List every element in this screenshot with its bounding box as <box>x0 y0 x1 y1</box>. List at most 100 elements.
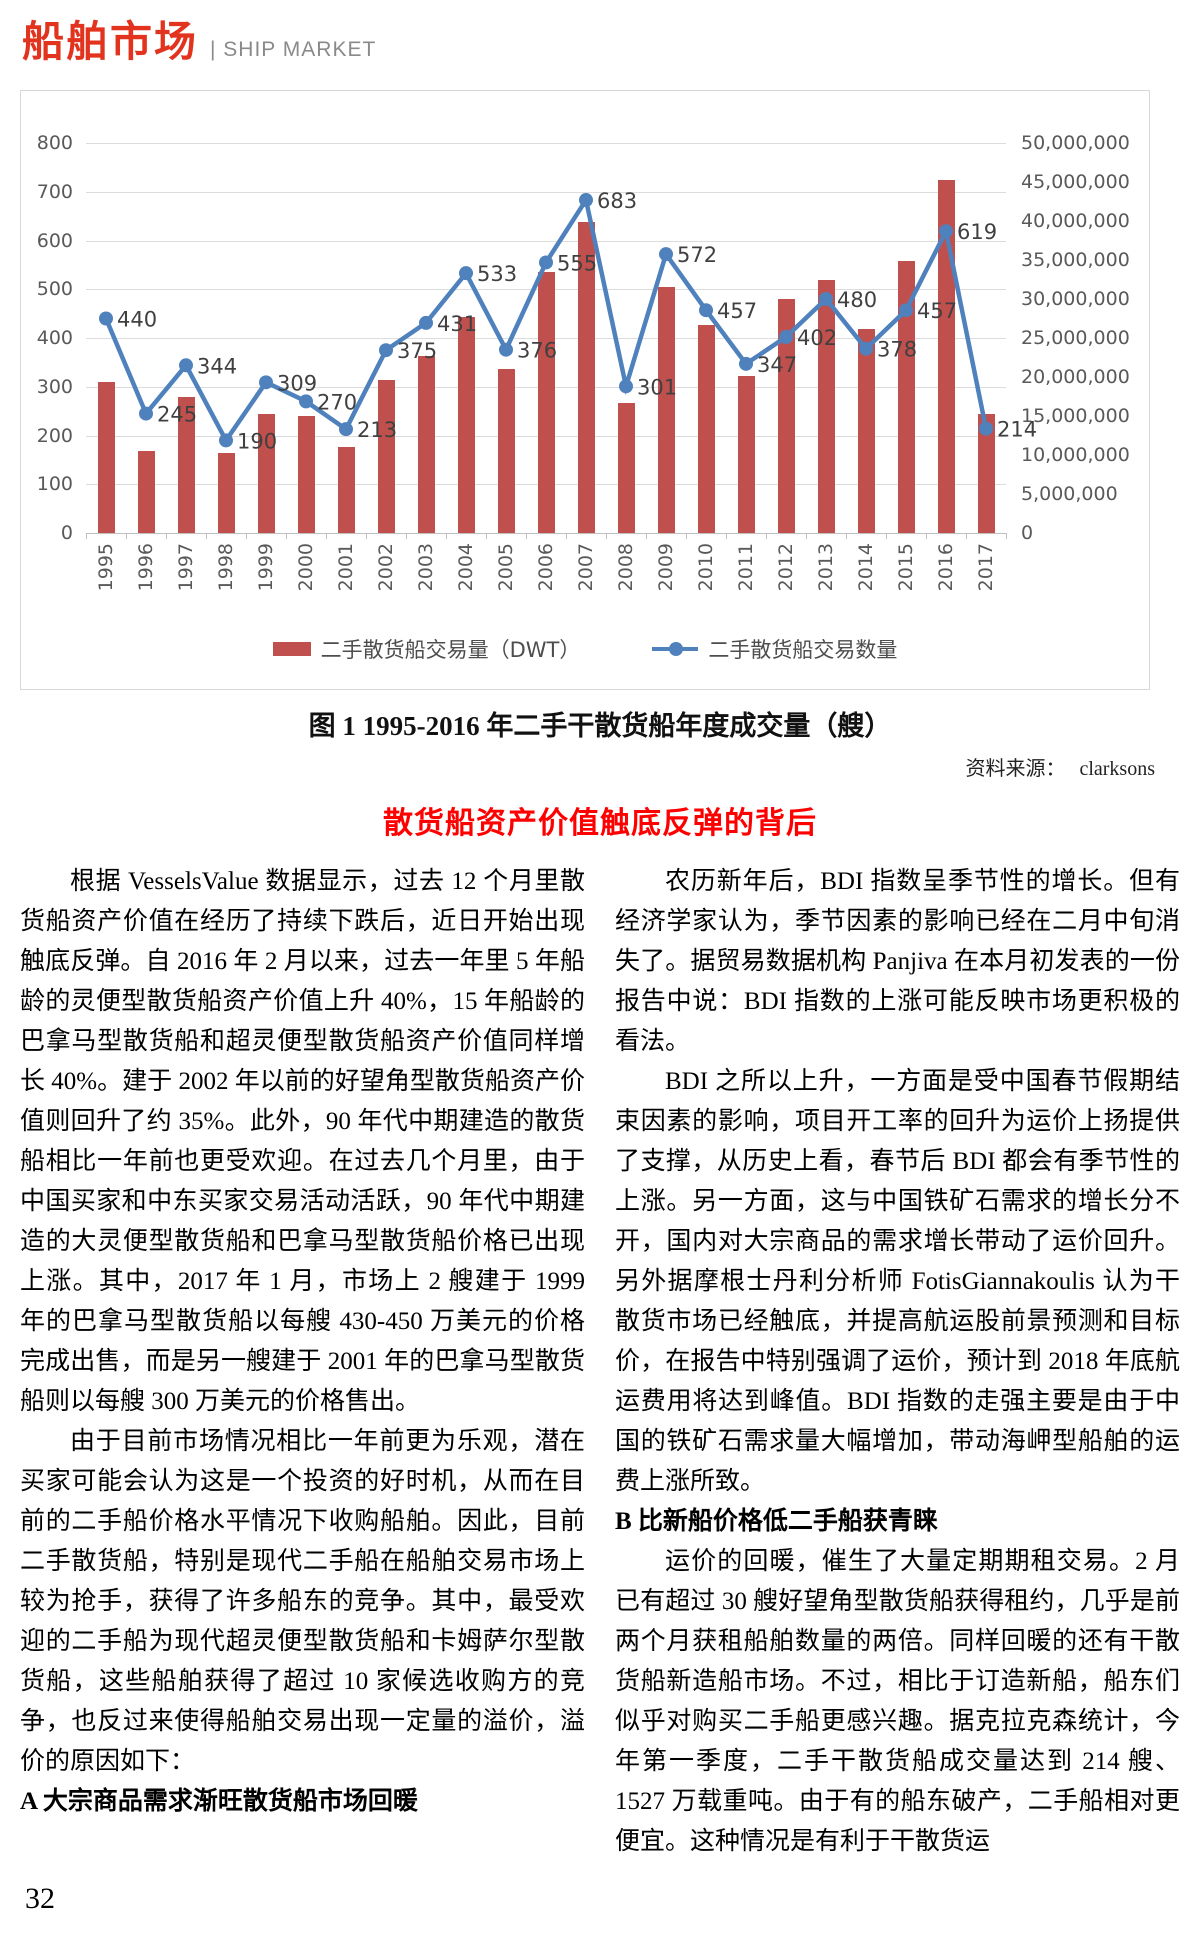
data-label-2016: 619 <box>957 220 997 244</box>
x-axis-tick <box>526 533 527 539</box>
x-axis-tick <box>566 533 567 539</box>
line-point-2007 <box>579 193 593 208</box>
combo-chart: 440 245 344 190 309 270 213 375 431 533 376 555 683 3… <box>20 90 1150 690</box>
data-label-1996: 245 <box>157 403 197 427</box>
x-axis-label-2007: 2007 <box>575 543 597 592</box>
bar-2017 <box>977 413 995 533</box>
bar-2007 <box>577 221 595 533</box>
line-point-2016 <box>939 224 953 239</box>
bar-1996 <box>137 451 155 533</box>
left-axis-tick: 100 <box>36 473 73 496</box>
x-axis-tick <box>406 533 407 539</box>
x-axis-tick <box>646 533 647 539</box>
figure-source: 资料来源： clarksons <box>0 752 1155 781</box>
line-point-2011 <box>739 356 753 371</box>
right-axis-tick: 20,000,000 <box>1021 366 1130 388</box>
line-point-2015 <box>899 303 913 318</box>
x-axis-label-2016: 2016 <box>935 543 957 592</box>
line-point-1999 <box>259 375 273 390</box>
line-point-1995 <box>99 311 113 326</box>
section-heading: B 比新船价格低二手船获青睐 <box>615 1508 938 1535</box>
x-axis-label-2005: 2005 <box>495 543 517 592</box>
body-paragraph: BDI 之所以上升，一方面是受中国春节假期结束因素的影响，项目开工率的回升为运价… <box>615 1068 1180 1495</box>
bar-2009 <box>657 287 675 533</box>
body-paragraph: 运价的回暖，催生了大量定期期租交易。2 月已有超过 30 艘好望角型散货船获得租… <box>615 1548 1180 1855</box>
line-point-2001 <box>339 422 353 437</box>
data-label-2012: 402 <box>797 326 837 350</box>
bar-2015 <box>897 260 915 533</box>
left-axis-tick: 0 <box>60 522 73 544</box>
x-axis-label-2010: 2010 <box>695 543 717 592</box>
bar-2001 <box>337 447 355 533</box>
chart-legend: 二手散货船交易量（DWT） 二手散货船交易数量 <box>21 634 1149 664</box>
right-axis-tick: 0 <box>1021 522 1034 544</box>
data-label-2017: 214 <box>997 418 1037 442</box>
bar-2003 <box>417 355 435 533</box>
bar-2008 <box>617 402 635 533</box>
x-axis-tick <box>846 533 847 539</box>
article-headline: 散货船资产价值触底反弹的背后 <box>383 807 817 840</box>
article-body: 根据 VesselsValue 数据显示，过去 12 个月里散货船资产价值在经历… <box>20 862 1180 1862</box>
x-axis-label-2012: 2012 <box>775 543 797 592</box>
x-axis-label-2011: 2011 <box>735 543 757 592</box>
figure-caption: 图 1 1995-2016 年二手干散货船年度成交量（艘） <box>308 711 892 741</box>
data-label-2000: 270 <box>317 390 357 414</box>
data-label-1998: 190 <box>237 429 277 453</box>
gridline <box>86 143 1006 144</box>
section-heading: A 大宗商品需求渐旺散货船市场回暖 <box>20 1788 418 1815</box>
line-point-1997 <box>179 358 193 373</box>
right-axis-tick: 30,000,000 <box>1021 288 1130 310</box>
right-axis-tick: 15,000,000 <box>1021 405 1130 427</box>
gridline <box>86 191 1006 193</box>
bar-2004 <box>457 316 475 533</box>
line-point-2008 <box>619 379 633 394</box>
right-axis-tick: 35,000,000 <box>1021 249 1130 271</box>
line-point-1998 <box>219 433 233 448</box>
legend-item-bar-series: 二手散货船交易量（DWT） <box>272 634 581 664</box>
x-axis-tick <box>86 533 87 539</box>
x-axis-tick <box>206 533 207 539</box>
x-axis-tick <box>326 533 327 539</box>
left-axis-tick: 700 <box>36 180 73 203</box>
data-label-1997: 344 <box>197 354 237 378</box>
line-point-2012 <box>779 330 793 345</box>
body-paragraph: 农历新年后，BDI 指数呈季节性的增长。但有经济学家认为，季节因素的影响已经在二… <box>615 868 1180 1055</box>
body-paragraph: 根据 VesselsValue 数据显示，过去 12 个月里散货船资产价值在经历… <box>20 868 585 1415</box>
x-axis-label-2001: 2001 <box>335 543 357 592</box>
x-axis-tick <box>806 533 807 539</box>
data-label-2001: 213 <box>357 418 397 442</box>
x-axis-tick <box>1006 533 1007 539</box>
line-point-2014 <box>859 341 873 356</box>
x-axis-tick <box>606 533 607 539</box>
x-axis-label-2014: 2014 <box>855 543 877 592</box>
x-axis-label-1997: 1997 <box>175 543 197 592</box>
bar-1997 <box>177 396 195 533</box>
bar-series-label: 二手散货船交易量（DWT） <box>320 638 581 662</box>
bar-2006 <box>537 271 555 533</box>
left-axis-tick: 600 <box>36 229 73 252</box>
page-header: 船舶市场 | SHIP MARKET <box>22 8 376 69</box>
x-axis-label-2013: 2013 <box>815 543 837 592</box>
line-series-swatch <box>652 642 699 656</box>
x-axis-line <box>86 533 1006 534</box>
line-point-2005 <box>499 342 513 357</box>
line-series-label: 二手散货船交易数量 <box>708 638 898 662</box>
line-point-2002 <box>379 343 393 358</box>
x-axis-tick <box>126 533 127 539</box>
article-column-left: 根据 VesselsValue 数据显示，过去 12 个月里散货船资产价值在经历… <box>20 862 585 1862</box>
data-label-1999: 309 <box>277 371 317 395</box>
x-axis-label-1999: 1999 <box>255 543 277 592</box>
x-axis-tick <box>886 533 887 539</box>
line-point-1996 <box>139 406 153 421</box>
x-axis-label-2017: 2017 <box>975 543 997 592</box>
line-point-2013 <box>819 292 833 306</box>
x-axis-tick <box>166 533 167 539</box>
data-label-2014: 378 <box>877 338 917 362</box>
bar-2012 <box>777 299 795 533</box>
data-label-2006: 555 <box>557 251 597 275</box>
line-point-2017 <box>979 421 993 436</box>
gridline <box>86 240 1006 242</box>
source-value: clarksons <box>1079 758 1155 780</box>
section-title-cn: 船舶市场 <box>22 18 199 65</box>
